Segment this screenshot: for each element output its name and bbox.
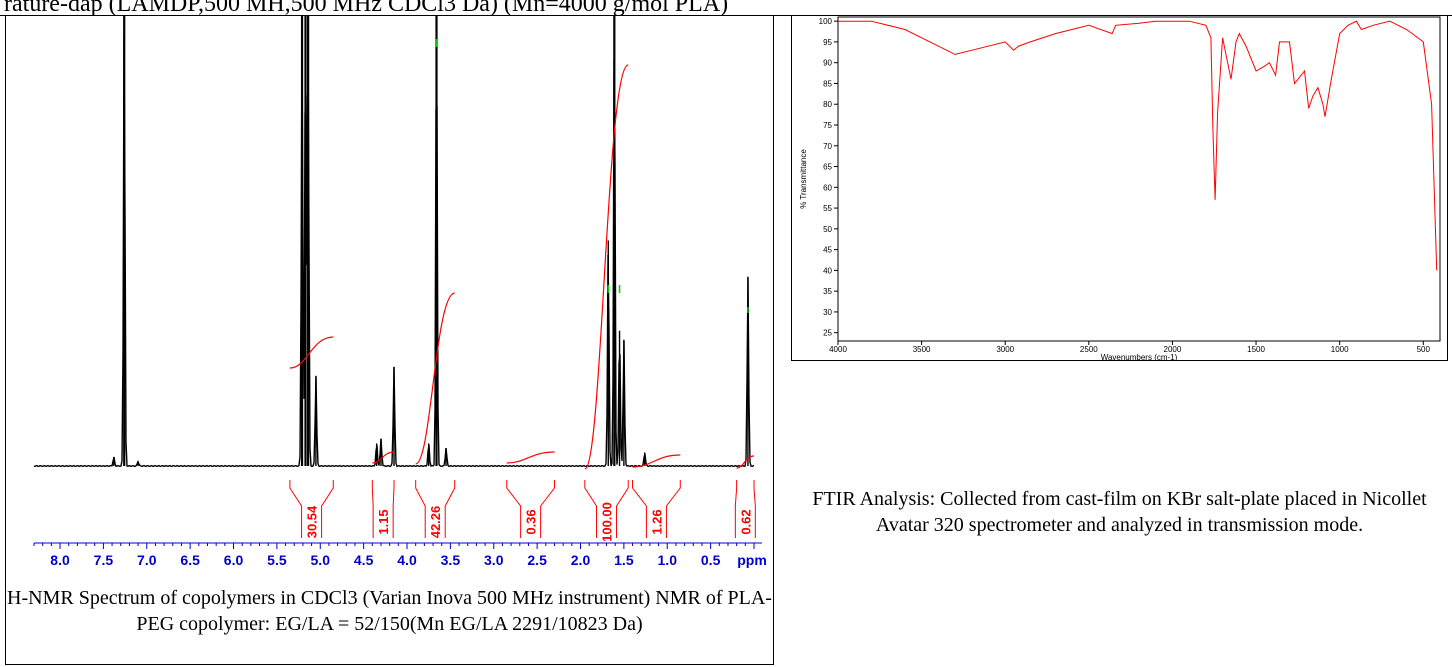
nmr-x-tick-label-6: 5.0 [311,552,331,568]
nmr-integral-value-1: 1.15 [376,509,391,534]
top-border-line [0,15,1452,16]
nmr-integral-curve-5 [632,454,681,468]
top-cutoff-text: rature-dap (LAMDP,500 MH,500 MHz CDCl3 D… [4,0,729,17]
nmr-panel: 30.54 1.15 42.26 0.36 100.00 1.26 0.62 8.0 7.5 7.… [5,15,774,665]
nmr-integral-bracket-2 [415,480,456,538]
nmr-x-tick-label-15: 0.5 [701,552,721,568]
ftir-y-tick-label-7: 60 [823,183,832,192]
ftir-y-tick-label-11: 80 [823,100,832,109]
nmr-integral-bracket-0 [289,480,334,538]
nmr-integral-curve-2 [415,292,455,465]
ftir-y-tick-label-9: 70 [823,142,832,151]
nmr-x-tick-label-14: 1.0 [658,552,678,568]
ftir-x-tick-label-5: 1500 [1247,345,1265,354]
ftir-x-tick-label-2: 3000 [996,345,1014,354]
ftir-y-tick-label-2: 35 [823,287,832,296]
nmr-integral-curve-1 [372,451,395,464]
nmr-x-tick-label-12: 2.0 [571,552,591,568]
ftir-y-tick-label-4: 45 [823,246,832,255]
nmr-integral-value-5: 1.26 [649,509,664,534]
ftir-y-tick-label-15: 100 [819,17,833,26]
nmr-integral-bracket-3 [506,480,555,538]
nmr-x-tick-label-8: 4.0 [397,552,417,568]
ftir-x-axis-label: Wavenumbers (cm-1) [1101,353,1178,360]
nmr-integral-value-6: 0.62 [738,509,753,534]
nmr-x-tick-label-3: 6.5 [180,552,200,568]
nmr-caption: H-NMR Spectrum of copolymers in CDCl3 (V… [7,587,772,635]
nmr-x-tick-label-16: ppm [737,552,767,568]
ftir-x-tick-label-1: 3500 [913,345,931,354]
ftir-y-tick-label-13: 90 [823,59,832,68]
nmr-integral-value-3: 0.36 [524,509,539,534]
nmr-x-tick-label-1: 7.5 [94,552,114,568]
nmr-integral-curve-3 [506,451,555,464]
ftir-y-tick-label-14: 95 [823,38,832,47]
nmr-integral-bracket-5 [632,480,681,538]
ftir-trace [838,20,1438,271]
nmr-x-tick-label-11: 2.5 [527,552,547,568]
nmr-x-tick-label-2: 7.0 [137,552,157,568]
ftir-x-tick-label-3: 2500 [1080,345,1098,354]
ftir-spectrum-chart: 25 30 35 40 45 50 55 60 65 70 75 80 85 90 95 100 4000 350… [799,16,1441,362]
ftir-panel: 25 30 35 40 45 50 55 60 65 70 75 80 85 90 95 100 4000 350… [791,15,1448,362]
ftir-caption: FTIR Analysis: Collected from cast-film … [812,488,1427,536]
ftir-y-tick-label-6: 55 [823,204,832,213]
ftir-y-tick-label-10: 75 [823,121,832,130]
nmr-x-tick-label-7: 4.5 [354,552,374,568]
nmr-x-tick-label-13: 1.5 [614,552,634,568]
nmr-integral-bracket-1 [371,480,395,538]
nmr-integral-curve-0 [289,336,334,369]
nmr-integral-curve-4 [584,64,629,470]
nmr-x-tick-label-9: 3.5 [441,552,461,568]
ftir-x-tick-label-4: 2000 [1164,345,1182,354]
nmr-spectrum-chart: 30.54 1.15 42.26 0.36 100.00 1.26 0.62 8.0 7.5 7.… [33,15,767,568]
ftir-y-axis-label: % Transmittance [799,149,808,209]
ftir-y-tick-label-0: 25 [823,329,832,338]
ftir-y-tick-label-12: 85 [823,79,832,88]
nmr-integral-bracket-6 [734,480,756,538]
ftir-y-tick-label-8: 65 [823,163,832,172]
nmr-x-tick-label-5: 5.5 [267,552,287,568]
ftir-x-tick-label-7: 500 [1417,345,1431,354]
nmr-integral-value-4: 100.00 [600,502,615,542]
nmr-integral-value-0: 30.54 [305,505,320,538]
nmr-x-tick-label-4: 6.0 [224,552,244,568]
ftir-x-tick-label-0: 4000 [829,345,847,354]
ftir-plot-frame [837,16,1441,342]
ftir-y-tick-label-5: 50 [823,225,832,234]
nmr-integral-curve-6 [736,455,755,469]
nmr-integral-value-2: 42.26 [428,506,443,539]
nmr-x-tick-label-0: 8.0 [50,552,70,568]
nmr-integral-bracket-4 [584,480,629,538]
nmr-x-tick-label-10: 3.0 [484,552,504,568]
ftir-x-tick-label-6: 1000 [1331,345,1349,354]
ftir-y-tick-label-3: 40 [823,266,832,275]
ftir-y-tick-label-1: 30 [823,308,832,317]
